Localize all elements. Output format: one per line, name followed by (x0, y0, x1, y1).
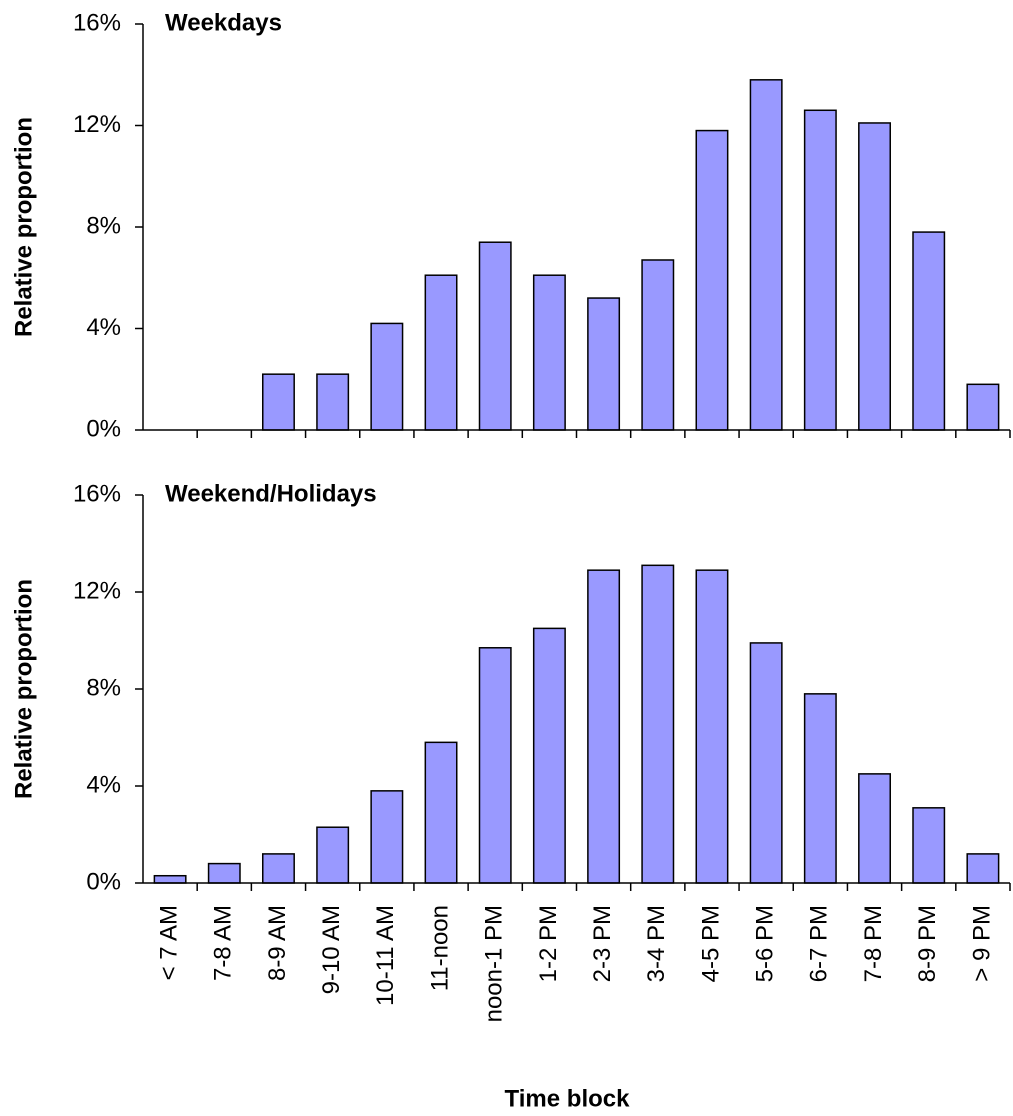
bar (749, 79, 783, 431)
y-tick-label: 0% (86, 415, 121, 442)
bar (424, 741, 458, 884)
y-tick-label: 4% (86, 771, 121, 798)
bar (532, 274, 566, 431)
chart-title: Weekdays (165, 9, 282, 36)
y-axis-label: Relative proportion (10, 579, 37, 799)
bar (262, 373, 295, 431)
y-axis-label: Relative proportion (10, 117, 37, 337)
x-axis-label: Time block (505, 1085, 631, 1112)
bar (478, 241, 512, 431)
bar (153, 874, 187, 884)
x-tick-label: 1-2 PM (535, 905, 562, 982)
bar (912, 807, 946, 884)
bar (316, 373, 350, 431)
x-tick-label: 2-3 PM (589, 905, 616, 982)
bar (207, 862, 241, 884)
bar (858, 122, 891, 431)
bar (424, 274, 458, 431)
bar (749, 642, 783, 884)
x-tick-label: 8-9 PM (914, 905, 941, 982)
bar (966, 853, 1000, 884)
bar (587, 297, 621, 431)
y-tick-label: 12% (73, 111, 121, 138)
bar (370, 790, 404, 884)
bar (316, 826, 350, 884)
y-tick-label: 16% (73, 9, 121, 36)
bar (370, 322, 404, 431)
bar (858, 773, 891, 884)
bar (912, 231, 946, 431)
y-tick-label: 4% (86, 314, 121, 341)
y-tick-label: 8% (86, 212, 121, 239)
x-tick-label: 5-6 PM (752, 905, 779, 982)
x-tick-label: 4-5 PM (697, 905, 724, 982)
bar (641, 564, 675, 884)
y-tick-label: 0% (86, 868, 121, 895)
bar (532, 627, 566, 884)
bar (641, 259, 675, 431)
bar (478, 647, 512, 884)
bar (587, 569, 621, 884)
x-tick-label: 6-7 PM (806, 905, 833, 982)
bar (695, 129, 729, 431)
x-tick-label: 8-9 AM (264, 905, 291, 981)
x-tick-label: 7-8 PM (860, 905, 887, 982)
x-tick-label: 7-8 AM (210, 905, 237, 981)
x-tick-label: 11-noon (426, 905, 453, 991)
x-tick-label: 10-11 AM (372, 905, 399, 1006)
chart-title: Weekend/Holidays (165, 480, 377, 507)
x-tick-label: > 9 PM (968, 905, 995, 982)
bar (803, 109, 837, 431)
x-tick-label: 3-4 PM (643, 905, 670, 982)
y-tick-label: 16% (73, 480, 121, 507)
x-tick-label: < 7 AM (155, 905, 182, 980)
bar (966, 383, 1000, 431)
bar (262, 853, 295, 884)
y-tick-label: 12% (73, 577, 121, 604)
bar (695, 569, 729, 884)
x-tick-label: noon-1 PM (481, 905, 508, 1022)
y-tick-label: 8% (86, 674, 121, 701)
bar (803, 693, 837, 884)
x-tick-label: 9-10 AM (318, 905, 345, 994)
